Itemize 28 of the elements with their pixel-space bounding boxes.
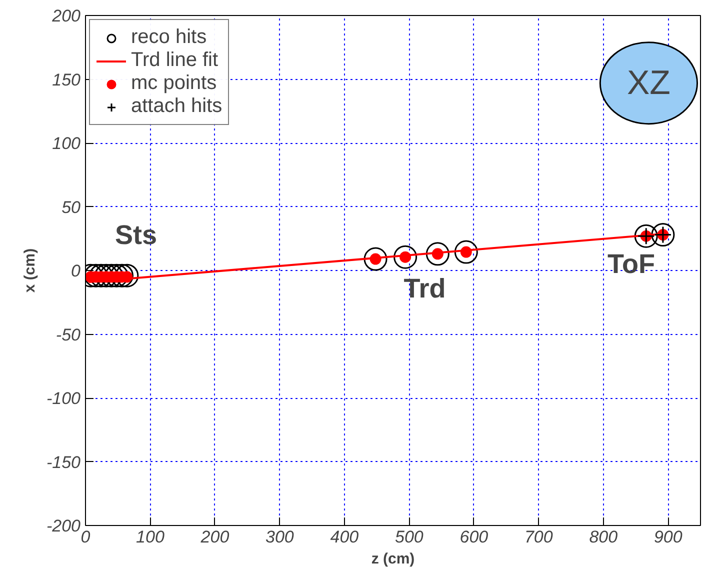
annotation: ToF bbox=[607, 249, 655, 280]
x-tick-label: 200 bbox=[200, 528, 230, 546]
y-tick-label: -100 bbox=[46, 389, 82, 408]
y-tick-label: 50 bbox=[62, 198, 82, 217]
y-axis-title: x (cm) bbox=[21, 248, 38, 293]
legend-label: reco hits bbox=[131, 26, 207, 49]
annotation: Sts bbox=[114, 220, 158, 250]
x-axis-title: z (cm) bbox=[371, 550, 415, 568]
legend-label: Trd line fit bbox=[131, 49, 218, 72]
x-tick-label: 600 bbox=[460, 528, 489, 546]
x-tick-label: 900 bbox=[654, 528, 683, 546]
x-tick-label: 800 bbox=[589, 528, 618, 546]
x-tick-label: 100 bbox=[136, 528, 165, 546]
x-tick-label: 300 bbox=[266, 528, 294, 546]
y-tick-label: -150 bbox=[46, 452, 82, 472]
annotation: Trd bbox=[404, 273, 446, 304]
y-tick-label: 0 bbox=[71, 262, 82, 280]
x-tick-label: 700 bbox=[524, 528, 554, 546]
x-tick-label: 500 bbox=[395, 528, 424, 546]
y-tick-label: 100 bbox=[52, 134, 82, 153]
annotation: XZ bbox=[626, 64, 670, 102]
y-tick-label: 200 bbox=[51, 6, 82, 26]
x-tick-label: 400 bbox=[330, 528, 360, 546]
legend-label: mc points bbox=[131, 72, 217, 95]
legend-label: attach hits bbox=[131, 95, 222, 118]
y-tick-label: -50 bbox=[56, 325, 82, 344]
y-tick-label: -200 bbox=[46, 516, 82, 536]
y-tick-label: 150 bbox=[52, 70, 82, 90]
